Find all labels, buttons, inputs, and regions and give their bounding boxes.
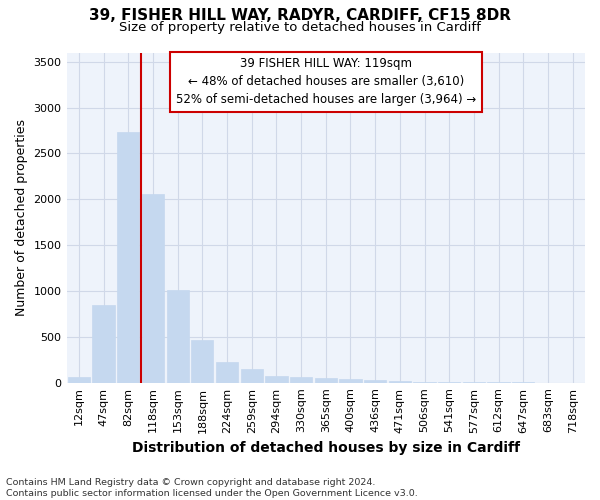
Bar (117, 132, 139, 382)
Bar (191, 340, 214, 382)
Text: Contains HM Land Registry data © Crown copyright and database right 2024.
Contai: Contains HM Land Registry data © Crown c… (6, 478, 418, 498)
Bar (142, 194, 164, 382)
Bar (241, 369, 263, 382)
Bar (290, 377, 312, 382)
Bar (314, 378, 337, 382)
Y-axis label: Number of detached properties: Number of detached properties (15, 119, 28, 316)
Bar (216, 362, 238, 382)
Text: Size of property relative to detached houses in Cardiff: Size of property relative to detached ho… (119, 21, 481, 34)
X-axis label: Distribution of detached houses by size in Cardiff: Distribution of detached houses by size … (132, 441, 520, 455)
Bar (265, 376, 287, 382)
Text: 39, FISHER HILL WAY, RADYR, CARDIFF, CF15 8DR: 39, FISHER HILL WAY, RADYR, CARDIFF, CF1… (89, 8, 511, 22)
Bar (364, 380, 386, 382)
Bar (92, 304, 115, 382)
Text: 39 FISHER HILL WAY: 119sqm
← 48% of detached houses are smaller (3,610)
52% of s: 39 FISHER HILL WAY: 119sqm ← 48% of deta… (176, 58, 476, 106)
Bar (167, 290, 189, 382)
Bar (340, 380, 362, 382)
Bar (68, 377, 90, 382)
